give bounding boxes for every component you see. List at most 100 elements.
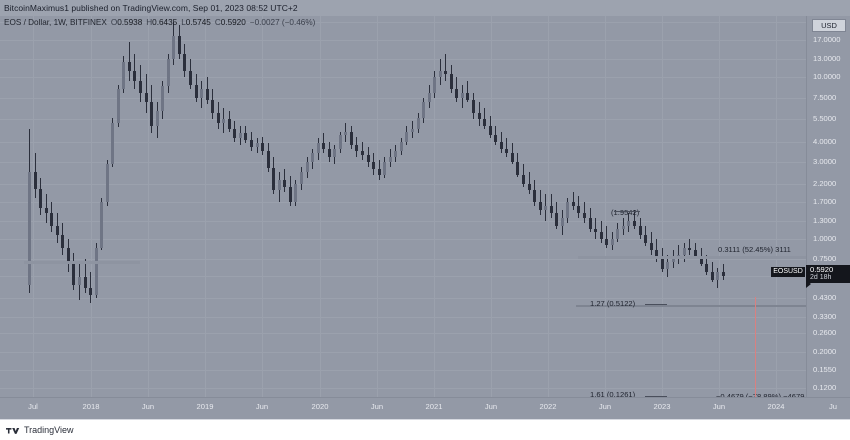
price-axis-tick: 0.4300 <box>813 293 837 302</box>
candle-body <box>195 84 198 98</box>
candle-body <box>322 143 325 150</box>
candle-body <box>439 70 442 78</box>
gridline-horizontal <box>0 22 806 23</box>
drawing-tick-dash <box>614 211 640 212</box>
candle-body <box>400 141 403 152</box>
drawing-horizontal-line[interactable] <box>578 256 806 259</box>
gridline-horizontal <box>0 388 806 389</box>
candle-body <box>189 70 192 85</box>
candle-body <box>627 220 630 227</box>
price-axis-tick: 10.0000 <box>813 72 841 81</box>
legend-change: −0.0027 (−0.46%) <box>249 18 316 27</box>
candle-body <box>600 232 603 239</box>
time-axis-tick: Jun <box>598 402 612 411</box>
candle-wick <box>529 171 530 194</box>
chart-candlestick-pane[interactable]: (1.9542) 0.3111 (52.45%) 3111 1.27 (0.5122… <box>0 16 806 397</box>
candle-body <box>45 208 48 213</box>
price-axis-tick: 1.7000 <box>813 197 837 206</box>
candle-body <box>39 188 42 209</box>
gridline-horizontal <box>0 333 806 334</box>
drawing-label[interactable]: 0.3111 (52.45%) 3111 <box>718 245 791 254</box>
gridline-horizontal <box>0 352 806 353</box>
candle-wick <box>506 138 507 158</box>
candle-body <box>56 226 59 236</box>
candle-body <box>489 126 492 135</box>
time-axis-tick: 2020 <box>311 402 329 411</box>
candle-wick <box>129 42 130 81</box>
tradingview-label: TradingView <box>24 425 74 435</box>
candle-body <box>244 133 247 140</box>
legend-close-key: C <box>214 18 221 27</box>
tradingview-logo[interactable]: TradingView <box>0 425 74 435</box>
candle-body <box>433 77 436 94</box>
price-axis-tick: 0.3300 <box>813 312 837 321</box>
candle-body <box>367 155 370 162</box>
legend-open-key: O <box>110 18 118 27</box>
candle-body <box>705 263 708 273</box>
legend-open-value: 0.5938 <box>117 18 143 27</box>
currency-badge[interactable]: USD <box>812 19 846 32</box>
candle-body <box>461 93 464 98</box>
gridline-vertical <box>377 16 378 397</box>
publisher-bar: BitcoinMaximus1 published on TradingView… <box>0 0 850 16</box>
price-axis[interactable]: 22.000017.000013.000010.00007.50005.5000… <box>806 16 850 397</box>
candle-body <box>633 220 636 227</box>
symbol-badge: EOSUSD <box>771 266 805 277</box>
last-price-badge[interactable]: 0.5920 2d 18h <box>806 264 850 283</box>
candle-body <box>111 123 114 165</box>
time-axis[interactable]: Jul 2018 Jun 2019 Jun 2020 Jun 2021 Jun 2022 Jun 20… <box>0 397 850 420</box>
drawing-horizontal-line[interactable] <box>24 261 140 264</box>
gridline-horizontal <box>0 298 806 299</box>
candle-wick <box>573 192 574 211</box>
time-axis-tick: 2023 <box>653 402 671 411</box>
price-axis-tick: 13.0000 <box>813 54 841 63</box>
price-axis-tick: 0.2600 <box>813 328 837 337</box>
candle-body <box>133 70 136 81</box>
candle-body <box>700 256 703 264</box>
time-axis-tick: 2018 <box>82 402 100 411</box>
candle-body <box>339 134 342 150</box>
drawing-label[interactable]: 1.61 (0.1261) <box>590 390 636 397</box>
candle-body <box>444 70 447 74</box>
last-price-value: 0.5920 <box>810 264 834 274</box>
candle-body <box>355 145 358 152</box>
drawing-label[interactable]: 1.27 (0.5122) <box>590 299 636 308</box>
drawing-label[interactable]: (1.9542) <box>611 208 640 217</box>
time-axis-tick: Jun <box>370 402 384 411</box>
candle-body <box>577 205 580 213</box>
gridline-horizontal <box>0 98 806 99</box>
candle-body <box>139 81 142 94</box>
price-axis-marker <box>806 279 811 288</box>
price-axis-tick: 7.5000 <box>813 93 837 102</box>
candle-body <box>350 131 353 146</box>
candle-body <box>117 88 120 124</box>
ticker-legend[interactable]: EOS / Dollar, 1W, BITFINEX O0.5938 H0.64… <box>4 17 315 28</box>
candle-body <box>95 247 98 295</box>
price-axis-tick: 17.0000 <box>813 35 841 44</box>
candle-body <box>539 201 542 211</box>
drawing-label[interactable]: −0.4679 (−78.89%) −4679 <box>716 392 805 397</box>
legend-symbol[interactable]: EOS / Dollar, 1W, BITFINEX <box>4 18 107 27</box>
gridline-vertical <box>548 16 549 397</box>
candle-wick <box>678 244 679 264</box>
candle-body <box>655 250 658 260</box>
candle-body <box>533 190 536 202</box>
gridline-horizontal <box>0 40 806 41</box>
drawing-vertical-projection-line[interactable] <box>755 297 756 397</box>
candle-body <box>206 88 209 101</box>
time-axis-tick: Jun <box>712 402 726 411</box>
gridline-horizontal <box>0 317 806 318</box>
candle-body <box>622 226 625 230</box>
price-axis-tick: 5.5000 <box>813 114 837 123</box>
candle-wick <box>606 226 607 248</box>
candle-body <box>677 254 680 257</box>
gridline-horizontal <box>0 77 806 78</box>
candle-body <box>650 242 653 251</box>
candle-body <box>544 205 547 211</box>
drawing-horizontal-line[interactable] <box>576 305 806 307</box>
candle-body <box>233 128 236 139</box>
drawing-tick-dash <box>645 304 667 305</box>
price-axis-tick: 3.0000 <box>813 157 837 166</box>
time-axis-tick: 2022 <box>539 402 557 411</box>
candle-wick <box>601 220 602 243</box>
